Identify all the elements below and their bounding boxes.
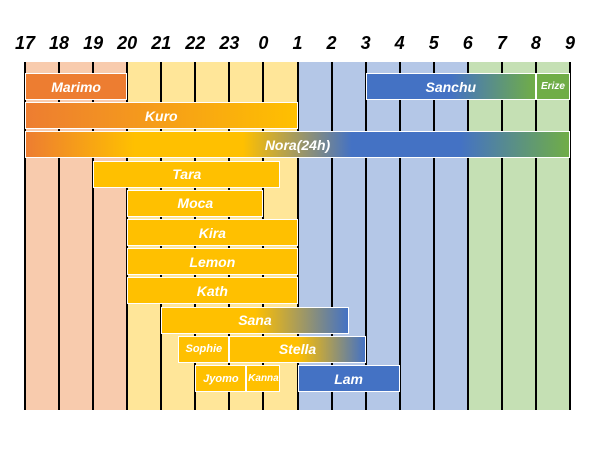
hour-gridline — [569, 62, 571, 410]
hour-label: 23 — [219, 33, 240, 53]
shift-bar-label: Moca — [177, 195, 214, 212]
hour-label: 0 — [258, 33, 269, 53]
shift-bar-label: Sana — [238, 312, 272, 329]
shift-bar: Nora(24h) — [25, 131, 570, 159]
shift-bar: Erize — [535, 73, 570, 100]
hour-gridline — [432, 62, 435, 410]
hour-gridline — [58, 62, 61, 410]
shift-bar-label: Lam — [334, 370, 363, 387]
shift-bar-label: Kath — [196, 282, 228, 299]
shift-bar-label: Kuro — [144, 107, 178, 124]
hour-gridline — [330, 62, 333, 410]
hour-label: 8 — [530, 33, 541, 53]
hour-label: 18 — [49, 33, 70, 53]
hour-label: 1 — [292, 33, 303, 53]
hour-label: 20 — [117, 33, 138, 53]
hour-label: 3 — [360, 33, 371, 53]
shift-bar-label: Nora(24h) — [264, 136, 331, 153]
shift-bar: Kira — [127, 219, 298, 246]
hour-gridline — [500, 62, 503, 410]
hour-gridline — [398, 62, 401, 410]
shift-bar: Jyomo — [195, 365, 247, 392]
hour-gridline — [24, 62, 26, 410]
shift-bar-label: Jyomo — [203, 372, 239, 385]
shift-bar: Sana — [161, 306, 349, 334]
shift-bar: Lam — [297, 365, 400, 392]
shift-bar-label: Kira — [198, 224, 226, 241]
shift-bar: Kanna — [246, 365, 281, 392]
shift-bar: Marimo — [25, 73, 128, 100]
hour-label: 9 — [564, 33, 575, 53]
shift-bar-label: Kanna — [248, 373, 279, 384]
hour-label: 7 — [496, 33, 507, 53]
hour-label: 2 — [326, 33, 337, 53]
shift-bar: Kuro — [25, 102, 298, 130]
shift-bar: Sanchu — [365, 73, 536, 100]
hour-gridline — [92, 62, 95, 410]
shift-bar: Lemon — [127, 248, 298, 276]
shift-bar-label: Stella — [278, 341, 317, 358]
shift-bar: Kath — [127, 277, 298, 305]
hour-gridline — [296, 62, 299, 410]
hour-gridline — [534, 62, 537, 410]
shift-bar-label: Marimo — [51, 78, 101, 95]
hour-label: 4 — [394, 33, 405, 53]
shift-bar: Sophie — [178, 335, 230, 363]
hour-label: 17 — [14, 33, 36, 53]
hour-label: 22 — [185, 33, 206, 53]
shift-bar-label: Tara — [172, 166, 202, 183]
shift-bar-label: Sophie — [185, 343, 223, 356]
hour-gridline — [364, 62, 367, 410]
shift-bar: Tara — [93, 160, 281, 188]
shift-bar-label: Sanchu — [425, 78, 477, 95]
hour-label: 5 — [428, 33, 439, 53]
hour-gridline — [466, 62, 469, 410]
shift-bar-label: Lemon — [189, 253, 236, 270]
hour-label: 6 — [462, 33, 473, 53]
hour-label: 19 — [83, 33, 104, 53]
hour-label: 21 — [151, 33, 172, 53]
shift-bar-label: Erize — [541, 81, 565, 92]
shift-bar: Moca — [127, 189, 264, 217]
shift-bar: Stella — [229, 335, 366, 363]
period-band-morning — [467, 62, 570, 410]
